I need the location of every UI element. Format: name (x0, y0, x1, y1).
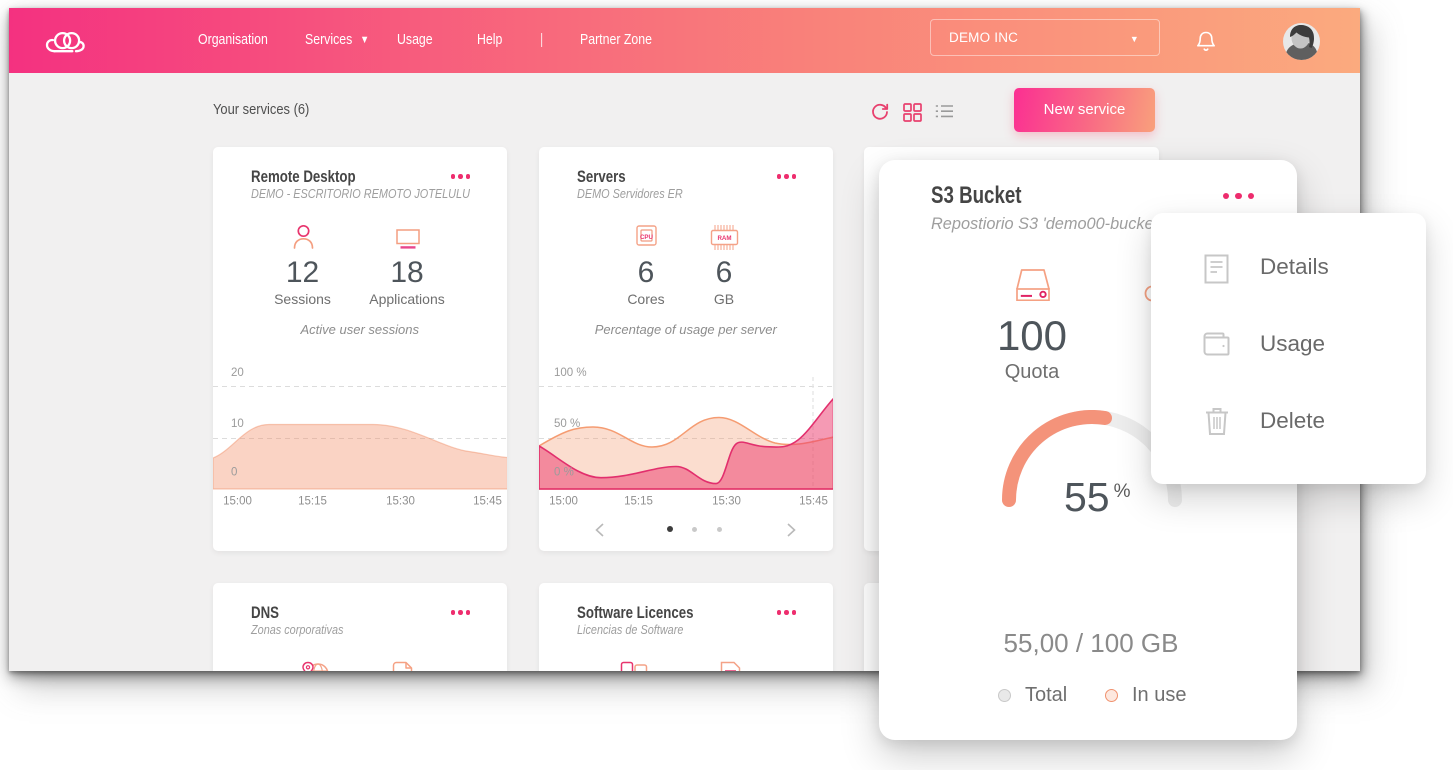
svg-text:50 %: 50 % (554, 418, 580, 430)
svg-text:CPU: CPU (639, 234, 653, 241)
svg-text:15:15: 15:15 (298, 496, 327, 508)
svg-text:15:45: 15:45 (473, 496, 502, 508)
svg-text:RAM: RAM (717, 235, 731, 242)
svg-text:15:45: 15:45 (799, 496, 828, 508)
svg-text:0: 0 (231, 467, 237, 479)
svg-text:0 %: 0 % (554, 467, 574, 479)
svg-text:10: 10 (231, 418, 244, 430)
svg-text:15:00: 15:00 (223, 496, 252, 508)
svg-text:20: 20 (231, 367, 244, 379)
svg-text:15:30: 15:30 (712, 496, 741, 508)
svg-text:15:00: 15:00 (549, 496, 578, 508)
svg-text:100 %: 100 % (554, 367, 587, 379)
svg-text:15:15: 15:15 (624, 496, 653, 508)
svg-text:15:30: 15:30 (386, 496, 415, 508)
